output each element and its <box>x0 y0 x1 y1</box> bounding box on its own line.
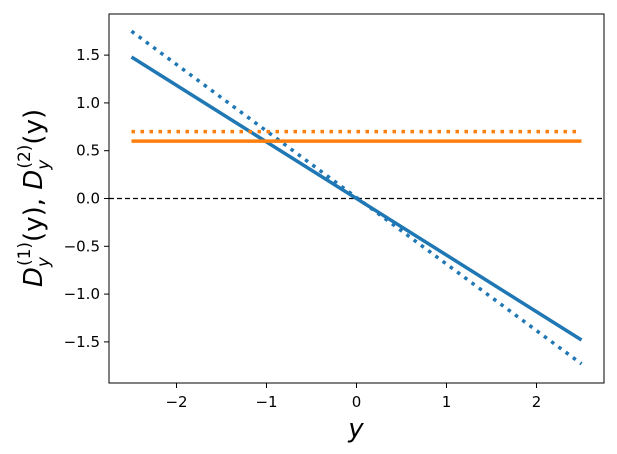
y-tick-label: −0.5 <box>64 237 100 255</box>
series-blue-dotted-line <box>130 29 583 366</box>
y-axis-label: Dy(1)(y), Dy(2)(y) <box>15 109 54 287</box>
x-tick-label: −2 <box>165 393 187 411</box>
x-tick-label: −1 <box>255 393 277 411</box>
x-axis-label: y <box>347 414 364 444</box>
y-tick-label: 0.5 <box>76 142 100 160</box>
x-axis-ticks: −2 −1 0 1 2 <box>165 383 541 411</box>
y-axis-ticks: −1.5 −1.0 −0.5 0.0 0.5 1.0 1.5 <box>64 46 109 351</box>
y-tick-label: −1.0 <box>64 285 100 303</box>
x-tick-label: 0 <box>352 393 362 411</box>
y-tick-label: 1.0 <box>76 94 100 112</box>
y-tick-label: 0.0 <box>76 190 100 208</box>
plot-area <box>109 29 604 366</box>
x-tick-label: 1 <box>442 393 452 411</box>
y-tick-label: 1.5 <box>76 46 100 64</box>
x-tick-label: 2 <box>532 393 542 411</box>
y-tick-label: −1.5 <box>64 333 100 351</box>
